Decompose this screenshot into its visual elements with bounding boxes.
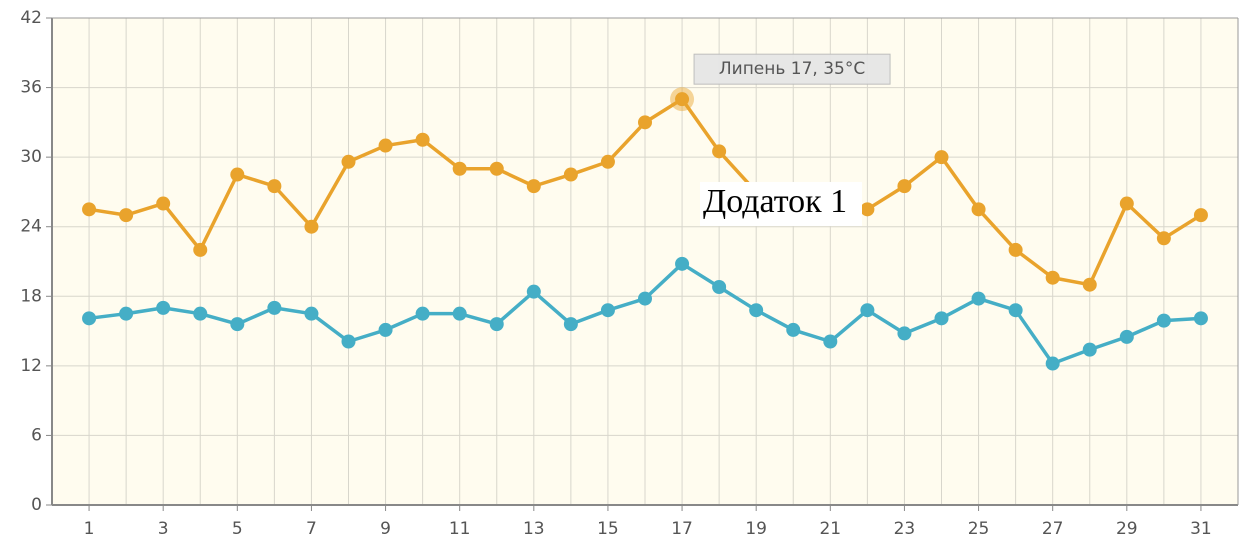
data-point [638,115,652,130]
data-point [415,132,430,147]
y-tick-label: 12 [20,356,42,376]
data-point [526,284,541,299]
tooltip-box [693,53,891,85]
data-point [452,306,467,321]
data-point [119,306,134,321]
data-point [1008,242,1023,257]
data-point [193,242,208,257]
data-point [489,161,504,176]
x-tick-label: 23 [894,519,916,539]
x-tick-label: 19 [745,519,767,539]
x-tick-label: 15 [597,519,619,539]
data-point [860,202,875,217]
data-point [897,179,912,194]
data-point [1082,277,1097,292]
data-point [1045,270,1060,285]
annotation: Додаток 1 [703,183,847,220]
data-point [675,256,690,271]
data-point [675,92,690,107]
data-point [415,306,430,321]
data-point [1156,231,1171,246]
data-point [1156,313,1171,328]
x-tick-label: 3 [158,519,169,539]
data-point [304,306,319,321]
data-point [712,280,727,295]
x-tick-label: 13 [523,519,545,539]
data-point [489,317,504,332]
data-point [638,291,652,306]
data-point [193,306,208,321]
data-point [526,179,541,194]
x-tick-label: 5 [232,519,243,539]
data-point [1082,342,1097,357]
highlight-halo [670,87,695,112]
y-tick-label: 18 [20,286,42,306]
data-point [452,161,467,176]
tooltip-text: Липень 17, 35°C [719,59,865,79]
data-point [304,219,319,234]
data-point [1193,208,1208,223]
x-tick-label: 29 [1116,519,1138,539]
data-point [934,150,949,165]
data-point [82,311,97,326]
y-tick-label: 24 [20,217,42,237]
y-tick-label: 42 [20,8,42,28]
data-point [267,179,282,194]
data-point [934,311,949,326]
data-point [786,322,801,337]
data-point [1045,356,1060,371]
x-tick-label: 21 [819,519,841,539]
data-point [1008,303,1023,318]
x-tick-label: 25 [968,519,990,539]
data-point [600,154,615,169]
data-point [1119,196,1134,211]
y-tick-label: 36 [20,78,42,98]
data-point [563,317,578,332]
data-point [712,144,727,159]
data-point [341,334,356,349]
y-tick-label: 0 [31,495,42,515]
y-tick-label: 30 [20,147,42,167]
data-point [971,202,986,217]
x-tick-label: 7 [306,519,317,539]
data-point [600,303,615,318]
data-point [749,303,764,318]
data-point [971,291,986,306]
data-point [1119,329,1134,344]
data-point [230,167,245,182]
data-point [897,326,912,341]
data-point [860,303,875,318]
x-tick-label: 17 [671,519,693,539]
data-point [341,154,356,169]
x-tick-label: 1 [84,519,95,539]
data-point [563,167,578,182]
data-point [119,208,134,223]
data-point [378,322,393,337]
data-point [267,300,282,315]
x-tick-label: 27 [1042,519,1064,539]
x-tick-label: 9 [380,519,391,539]
x-tick-label: 11 [449,519,471,539]
data-point [156,196,171,211]
data-point [823,334,838,349]
x-tick-label: 31 [1190,519,1212,539]
data-point [82,202,97,217]
data-point [156,300,171,315]
data-point [1193,311,1208,326]
y-tick-label: 6 [31,425,42,445]
data-point [378,138,393,153]
annotation-bg [700,182,862,226]
data-point [230,317,245,332]
